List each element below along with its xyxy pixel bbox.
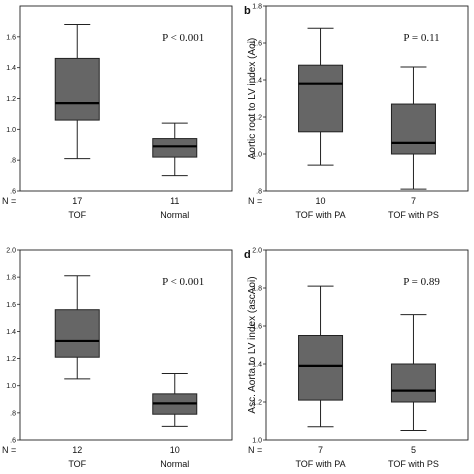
iqr-box <box>152 138 198 158</box>
y-axis-label: Aortic root to LV index (Aoi) <box>247 38 258 160</box>
p-value-label: P < 0.001 <box>162 32 204 44</box>
y-tick-label: 1.6 <box>6 34 16 41</box>
category-label: Normal <box>160 459 189 469</box>
y-tick-label: 1.6 <box>6 302 16 309</box>
n-prefix-label: N = <box>2 445 16 455</box>
plot-frame-3 <box>19 249 233 441</box>
iqr-box <box>298 64 344 133</box>
y-tick-label: .6 <box>10 189 16 196</box>
category-label: TOF with PA <box>295 210 345 220</box>
iqr-box <box>390 103 436 155</box>
y-tick-label: 1.4 <box>6 65 16 72</box>
y-tick-label: 1.4 <box>6 329 16 336</box>
n-prefix-label: N = <box>248 445 262 455</box>
y-tick-label: 1.6 <box>252 324 262 331</box>
y-tick-label: 1.8 <box>6 275 16 282</box>
category-label: TOF with PS <box>388 459 439 469</box>
y-tick-label: .6 <box>10 438 16 445</box>
n-value: 12 <box>72 445 82 455</box>
category-label: TOF <box>68 459 86 469</box>
y-tick-label: 1.4 <box>252 362 262 369</box>
n-value: 5 <box>411 445 416 455</box>
y-tick-label: .8 <box>10 158 16 165</box>
y-tick-label: 1.8 <box>252 286 262 293</box>
p-value-label: P = 0.89 <box>403 276 440 288</box>
p-value-label: P = 0.11 <box>403 32 439 44</box>
category-label: TOF with PA <box>295 459 345 469</box>
y-tick-label: 1.2 <box>6 356 16 363</box>
y-tick-label: 1.2 <box>252 115 262 122</box>
y-tick-label: 1.0 <box>252 152 262 159</box>
y-tick-label: 1.4 <box>252 78 262 85</box>
n-value: 10 <box>316 196 326 206</box>
plot-frame-4 <box>265 249 469 441</box>
y-tick-label: 1.2 <box>6 96 16 103</box>
n-value: 10 <box>170 445 180 455</box>
y-tick-label: 1.2 <box>252 400 262 407</box>
n-value: 7 <box>318 445 323 455</box>
n-prefix-label: N = <box>2 196 16 206</box>
panel-letter: d <box>244 249 251 261</box>
y-tick-label: 1.0 <box>6 127 16 134</box>
category-label: Normal <box>160 210 189 220</box>
y-tick-label: 1.8 <box>252 4 262 11</box>
y-tick-label: 1.6 <box>252 41 262 48</box>
y-axis-label: Asc. Aorta to LV index (ascAoi) <box>247 276 258 413</box>
plot-frame-2 <box>265 5 469 192</box>
n-prefix-label: N = <box>248 196 262 206</box>
y-tick-label: .8 <box>256 189 262 196</box>
category-label: TOF with PS <box>388 210 439 220</box>
n-value: 17 <box>72 196 82 206</box>
y-tick-label: 2.0 <box>252 248 262 255</box>
n-value: 7 <box>411 196 416 206</box>
iqr-box <box>390 363 436 403</box>
y-tick-label: 1.0 <box>6 383 16 390</box>
y-tick-label: 1.0 <box>252 438 262 445</box>
iqr-box <box>54 57 100 121</box>
category-label: TOF <box>68 210 86 220</box>
y-tick-label: 2.0 <box>6 248 16 255</box>
n-value: 11 <box>170 196 179 206</box>
panel-letter: b <box>244 5 251 17</box>
iqr-box <box>54 309 100 358</box>
y-tick-label: .8 <box>10 410 16 417</box>
p-value-label: P < 0.001 <box>162 276 204 288</box>
iqr-box <box>298 335 344 401</box>
